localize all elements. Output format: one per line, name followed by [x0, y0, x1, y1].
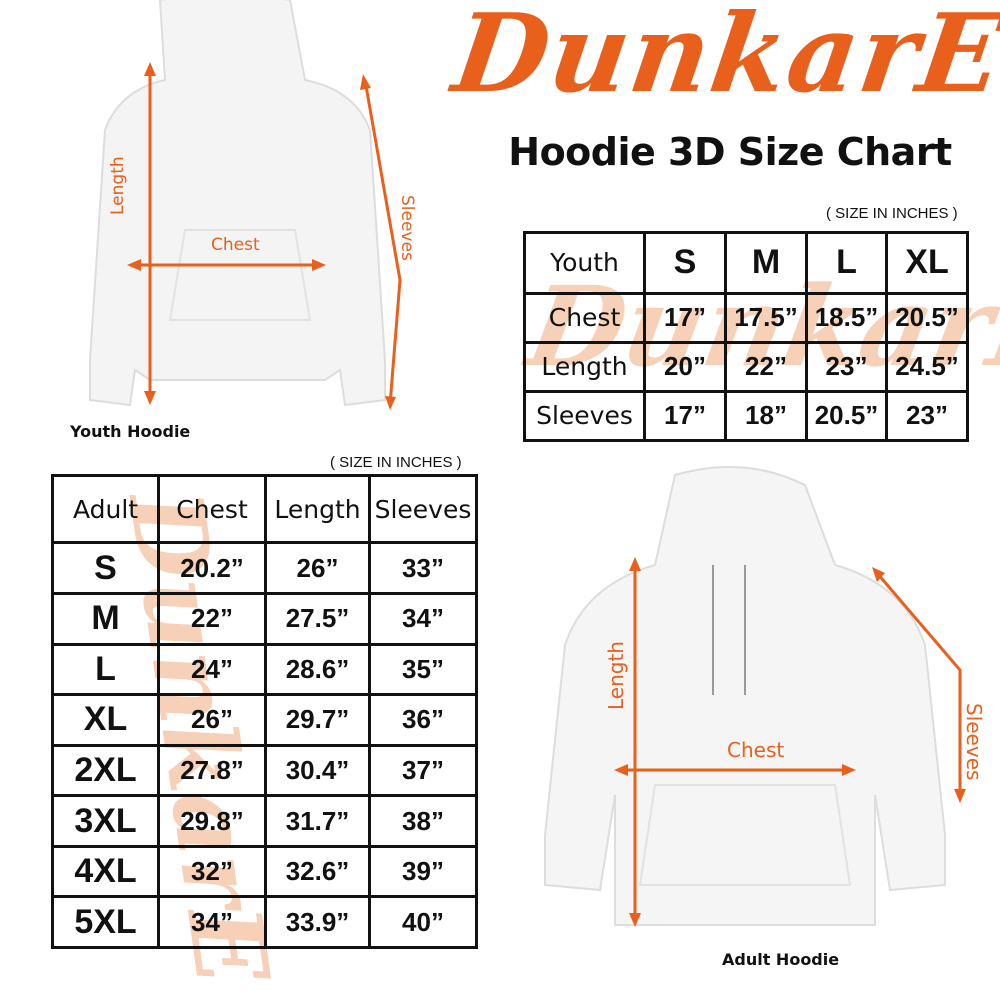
table-cell: 23”: [805, 340, 888, 393]
table-row: 4XL 32” 32.6” 39”: [51, 844, 478, 899]
table-cell: 23”: [885, 389, 969, 443]
table-cell: 33.9”: [264, 895, 371, 949]
table-cell: 27.8”: [157, 743, 267, 798]
table-cell: 37”: [368, 743, 478, 798]
adult-length-label: Length: [604, 641, 628, 710]
table-cell: 33”: [368, 541, 478, 595]
table-cell: 32”: [157, 844, 267, 899]
youth-unit-note: ( SIZE IN INCHES ): [826, 205, 958, 222]
table-cell: 30.4”: [264, 743, 371, 798]
table-cell: 32.6”: [264, 844, 371, 899]
table-row: Chest 17” 17.5” 18.5” 20.5”: [523, 291, 969, 344]
table-row: 2XL 27.8” 30.4” 37”: [51, 743, 478, 798]
table-cell: 34”: [368, 591, 478, 646]
table-cell: L: [51, 642, 160, 697]
table-header: L: [805, 231, 888, 295]
table-row: L 24” 28.6” 35”: [51, 642, 478, 697]
table-cell: 29.8”: [157, 794, 267, 848]
table-cell: 40”: [368, 895, 478, 949]
adult-unit-note: ( SIZE IN INCHES ): [330, 454, 462, 471]
table-header-row: Youth S M L XL: [523, 231, 969, 295]
table-cell: 24”: [157, 642, 267, 697]
table-header: S: [643, 231, 727, 295]
table-cell: 35”: [368, 642, 478, 697]
adult-hoodie-image: Length Chest Sleeves: [544, 466, 986, 927]
table-cell: 2XL: [51, 743, 160, 798]
table-cell: 22”: [724, 340, 808, 393]
table-cell: 17”: [643, 389, 727, 443]
adult-sleeves-label: Sleeves: [962, 703, 986, 780]
brand-logo: DunkarE: [446, 0, 1000, 117]
youth-sleeves-label: Sleeves: [397, 195, 417, 261]
table-header: Adult: [51, 473, 160, 545]
adult-chest-label: Chest: [727, 738, 784, 762]
table-cell: 17”: [643, 291, 727, 344]
table-cell: 29.7”: [264, 693, 371, 747]
table-row: Length 20” 22” 23” 24.5”: [523, 340, 969, 393]
table-cell: 20”: [643, 340, 727, 393]
table-cell: 26”: [157, 693, 267, 747]
table-cell: 18”: [724, 389, 808, 443]
table-cell: 4XL: [51, 844, 160, 899]
table-cell: 31.7”: [264, 794, 371, 848]
youth-hoodie-label: Youth Hoodie: [70, 422, 191, 441]
table-cell: 18.5”: [805, 291, 888, 344]
table-cell: 34”: [157, 895, 267, 949]
table-cell: 3XL: [51, 794, 160, 848]
table-row: XL 26” 29.7” 36”: [51, 693, 478, 747]
table-header: Sleeves: [368, 473, 478, 545]
table-cell: 38”: [368, 794, 478, 848]
table-header: Length: [264, 473, 371, 545]
table-cell: Sleeves: [523, 389, 646, 443]
table-header-row: Adult Chest Length Sleeves: [51, 473, 478, 545]
table-cell: S: [51, 541, 160, 595]
adult-hoodie-label: Adult Hoodie: [722, 950, 840, 969]
table-row: 3XL 29.8” 31.7” 38”: [51, 794, 478, 848]
table-cell: 36”: [368, 693, 478, 747]
table-row: Sleeves 17” 18” 20.5” 23”: [523, 389, 969, 443]
table-cell: 20.2”: [157, 541, 267, 595]
table-cell: 39”: [368, 844, 478, 899]
table-cell: 26”: [264, 541, 371, 595]
youth-chest-label: Chest: [211, 235, 260, 255]
youth-hoodie-image: Length Chest Sleeves: [89, 0, 417, 410]
youth-length-label: Length: [108, 156, 128, 215]
table-cell: M: [51, 591, 160, 646]
table-row: 5XL 34” 33.9” 40”: [51, 895, 478, 949]
table-header: XL: [885, 231, 969, 295]
youth-size-table: Youth S M L XL Chest 17” 17.5” 18.5” 20.…: [523, 231, 969, 443]
page-title: Hoodie 3D Size Chart: [508, 130, 952, 174]
table-cell: 20.5”: [805, 389, 888, 443]
table-cell: 22”: [157, 591, 267, 646]
table-header: M: [724, 231, 808, 295]
table-cell: 24.5”: [885, 340, 969, 393]
table-cell: 20.5”: [885, 291, 969, 344]
table-cell: 28.6”: [264, 642, 371, 697]
table-cell: Chest: [523, 291, 646, 344]
table-header: Youth: [523, 231, 646, 295]
table-cell: Length: [523, 340, 646, 393]
table-cell: 27.5”: [264, 591, 371, 646]
table-cell: 17.5”: [724, 291, 808, 344]
table-cell: 5XL: [51, 895, 160, 949]
table-row: M 22” 27.5” 34”: [51, 591, 478, 646]
adult-size-table: Adult Chest Length Sleeves S 20.2” 26” 33” M…: [51, 473, 478, 949]
table-header: Chest: [157, 473, 267, 545]
table-cell: XL: [51, 693, 160, 747]
table-row: S 20.2” 26” 33”: [51, 541, 478, 595]
